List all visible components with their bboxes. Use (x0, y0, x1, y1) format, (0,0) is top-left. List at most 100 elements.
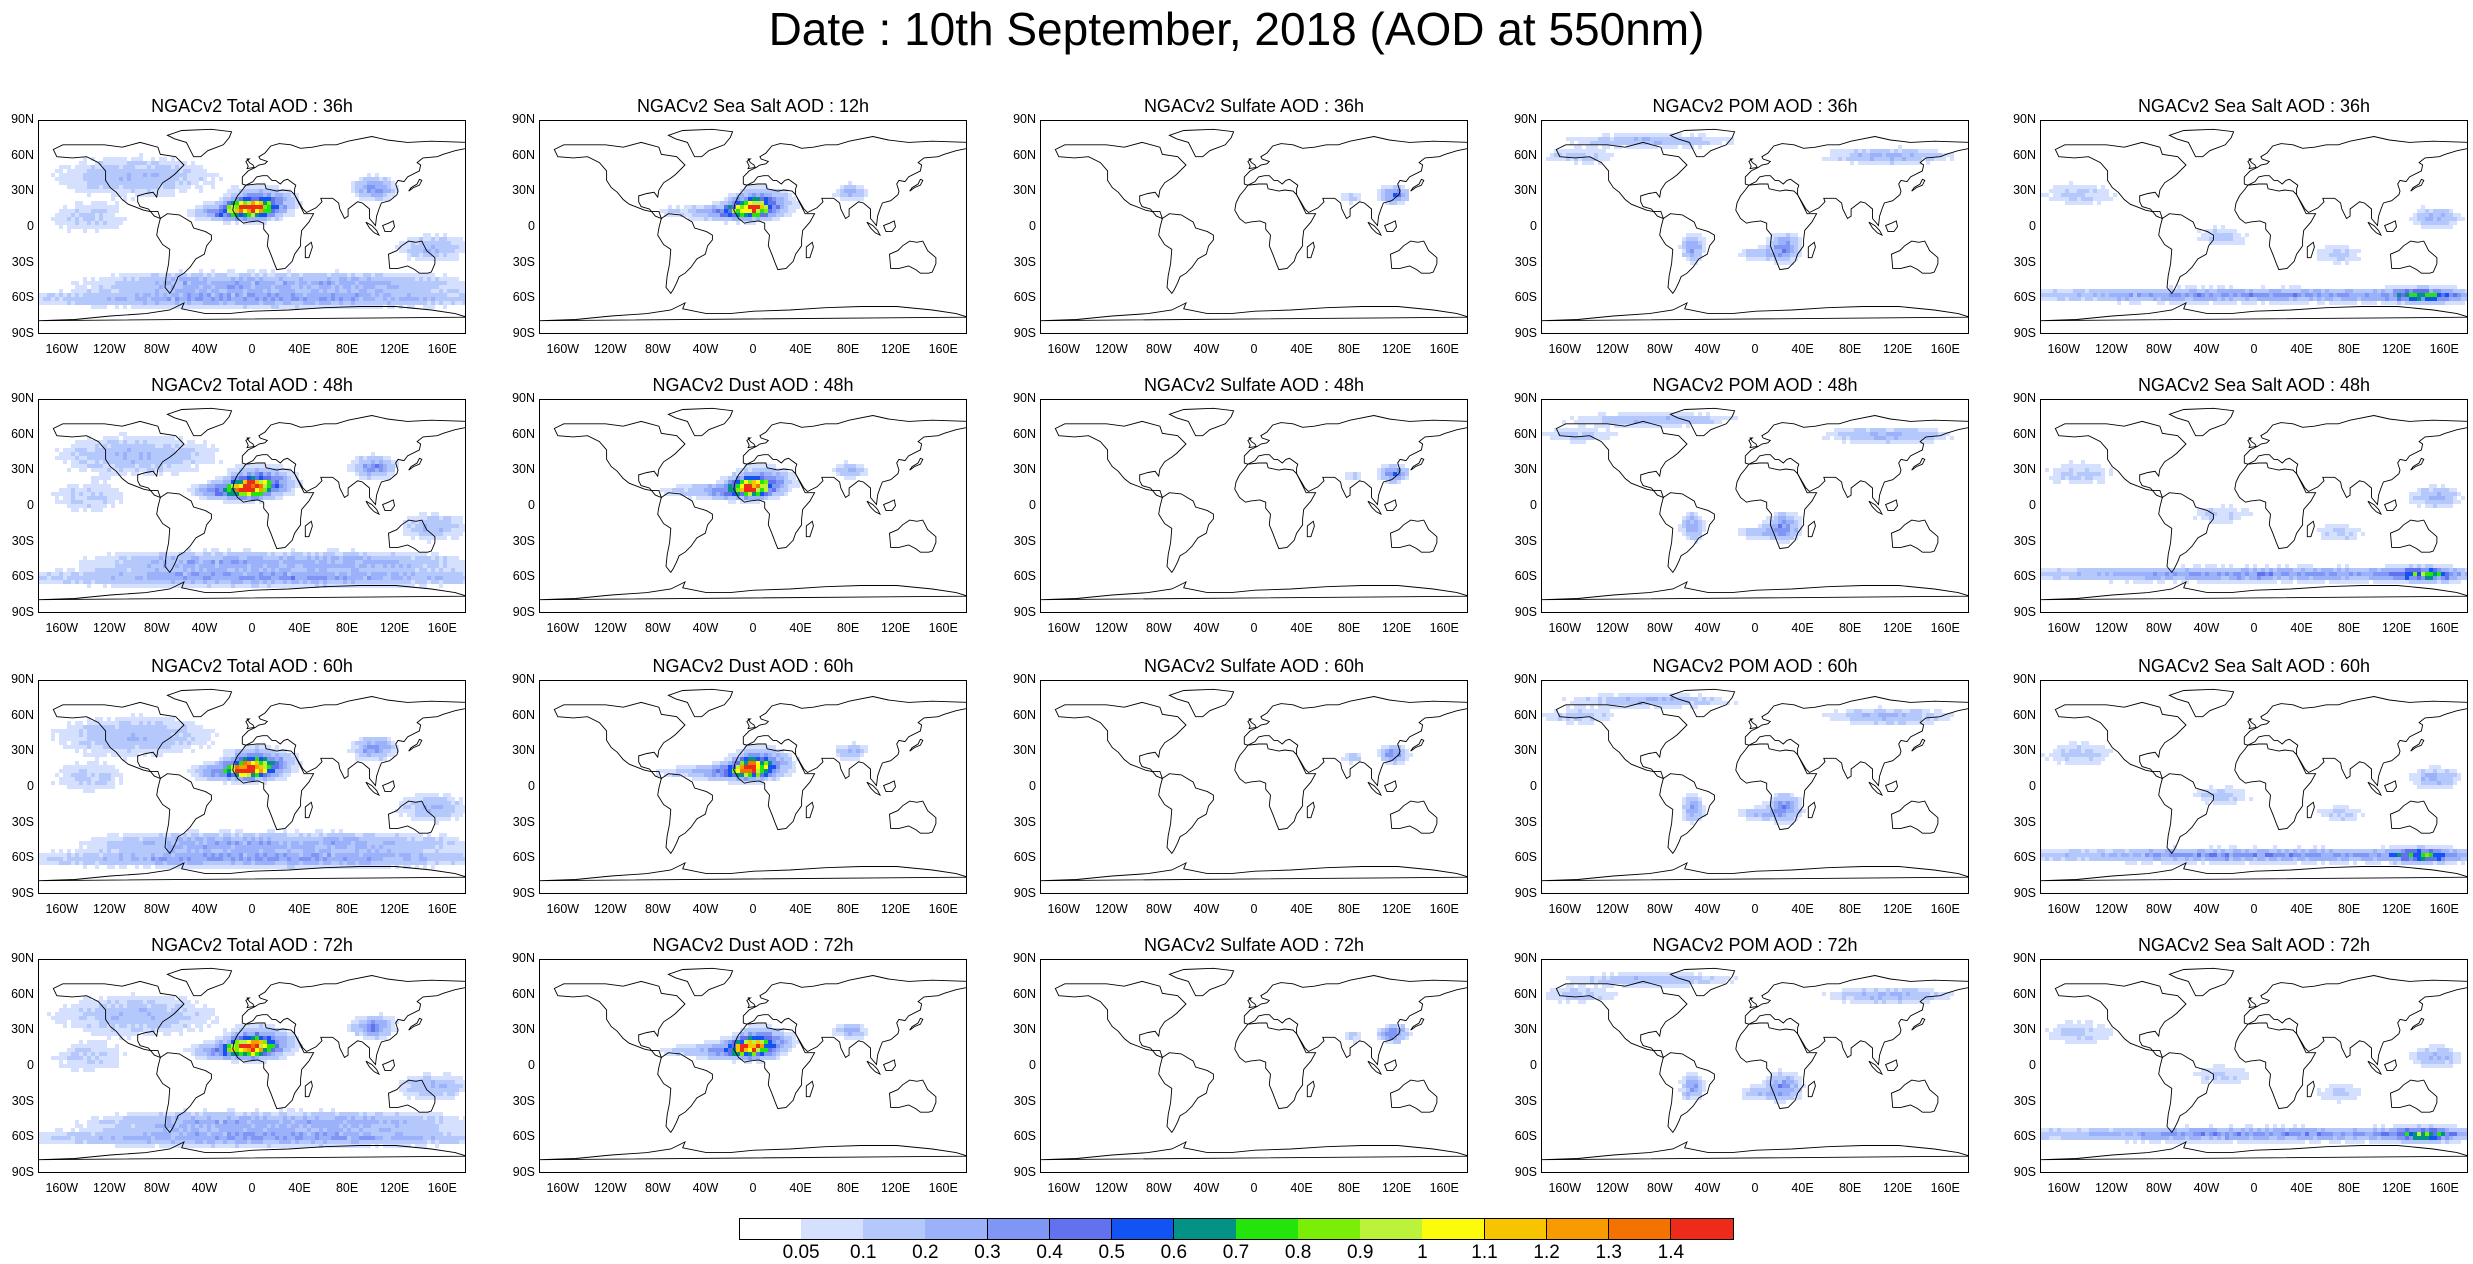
lat-tick-label: 30N (501, 462, 535, 476)
lon-tick-label: 80W (638, 621, 678, 635)
lat-tick-label: 0 (1503, 779, 1537, 793)
lon-tick-label: 80E (327, 1181, 367, 1195)
coastline (867, 501, 880, 514)
lat-tick-label: 30S (501, 815, 535, 829)
coastline (2055, 142, 2186, 218)
coastline (1749, 159, 1757, 169)
lon-tick-label: 80E (1329, 342, 1369, 356)
panel-title: NGACv2 Sulfate AOD : 36h (1040, 96, 1468, 117)
lat-tick-label: 0 (1503, 219, 1537, 233)
lon-tick-label: 80W (2139, 1181, 2179, 1195)
coastline (409, 458, 422, 470)
lon-tick-label: 80W (1640, 342, 1680, 356)
lon-tick-label: 120E (375, 621, 415, 635)
coastline (1244, 137, 1468, 226)
coastline (1542, 582, 1969, 600)
coastline (910, 458, 923, 470)
coastline (1808, 802, 1815, 817)
panel-title: NGACv2 Sulfate AOD : 48h (1040, 375, 1468, 396)
coastline (1307, 802, 1314, 817)
coastline (2391, 520, 2437, 552)
coastline (2248, 438, 2256, 448)
lat-tick-label: 60N (2002, 708, 2036, 722)
lon-tick-label: 120E (2377, 902, 2417, 916)
lat-tick-label: 30N (1503, 462, 1537, 476)
coastline (1749, 719, 1757, 729)
coastline (658, 493, 713, 573)
aod-field (660, 460, 868, 504)
panel-title: NGACv2 POM AOD : 36h (1541, 96, 1969, 117)
lon-tick-label: 40E (781, 1181, 821, 1195)
world-map (1040, 399, 1468, 613)
lat-tick-label: 60S (1002, 850, 1036, 864)
lat-tick-label: 30N (1002, 183, 1036, 197)
coastline (747, 998, 755, 1008)
world-map (1541, 959, 1969, 1173)
lat-tick-label: 60S (501, 850, 535, 864)
colorbar-swatch (1174, 1218, 1237, 1240)
world-map (1040, 680, 1468, 894)
aod-field (39, 432, 466, 588)
world-map (2040, 399, 2468, 613)
lon-tick-label: 0 (733, 902, 773, 916)
lon-tick-label: 0 (232, 621, 272, 635)
coastline (305, 242, 312, 257)
coastline (1248, 438, 1256, 448)
coastline (2411, 458, 2424, 470)
lon-tick-label: 0 (232, 902, 272, 916)
lat-tick-label: 0 (1002, 219, 1036, 233)
lat-tick-label: 90S (1002, 326, 1036, 340)
lat-tick-label: 30N (501, 183, 535, 197)
aod-field (656, 741, 868, 785)
coastline (2391, 241, 2437, 273)
lon-tick-label: 120W (89, 342, 129, 356)
lat-tick-label: 90N (1503, 951, 1537, 965)
coastline (383, 1060, 395, 1071)
coastline (884, 781, 896, 792)
world-map (2040, 120, 2468, 334)
lon-tick-label: 80W (1640, 621, 1680, 635)
lat-tick-label: 0 (0, 498, 34, 512)
panel-title: NGACv2 Dust AOD : 72h (539, 935, 967, 956)
coastline (1912, 739, 1925, 751)
coastline (806, 802, 813, 817)
coastline (1307, 521, 1314, 536)
lon-tick-label: 40E (1783, 902, 1823, 916)
lat-tick-label: 0 (501, 219, 535, 233)
coastline (884, 221, 896, 232)
lon-tick-label: 160E (1925, 902, 1965, 916)
coastline (554, 981, 685, 1057)
world-map (539, 959, 967, 1173)
coastline (1248, 719, 1256, 729)
lat-tick-label: 90S (1503, 1165, 1537, 1179)
lon-tick-label: 120W (89, 621, 129, 635)
lat-tick-label: 60S (1503, 290, 1537, 304)
lon-tick-label: 80E (2329, 342, 2369, 356)
lon-tick-label: 0 (1234, 902, 1274, 916)
colorbar-swatch (1236, 1218, 1299, 1240)
coastline (2248, 719, 2256, 729)
lon-tick-label: 40W (685, 621, 725, 635)
lon-tick-label: 0 (1234, 1181, 1274, 1195)
lat-tick-label: 90S (1503, 326, 1537, 340)
coastline (2169, 129, 2233, 156)
lat-tick-label: 0 (2002, 498, 2036, 512)
coastline (1169, 408, 1233, 435)
lon-tick-label: 80W (1640, 902, 1680, 916)
lon-tick-label: 80E (1329, 1181, 1369, 1195)
lat-tick-label: 60N (0, 427, 34, 441)
lon-tick-label: 160E (923, 902, 963, 916)
panel-title: NGACv2 Dust AOD : 60h (539, 656, 967, 677)
lat-tick-label: 90S (1503, 605, 1537, 619)
lon-tick-label: 160E (422, 342, 462, 356)
coastline (890, 520, 936, 552)
panel-title: NGACv2 POM AOD : 60h (1541, 656, 1969, 677)
lat-tick-label: 30S (2002, 534, 2036, 548)
lat-tick-label: 0 (1503, 1058, 1537, 1072)
lon-tick-label: 160E (422, 1181, 462, 1195)
colorbar-swatch (739, 1218, 802, 1240)
coastline (2159, 1053, 2214, 1133)
lat-tick-label: 60S (0, 569, 34, 583)
lat-tick-label: 90N (0, 112, 34, 126)
lon-tick-label: 80W (1139, 1181, 1179, 1195)
